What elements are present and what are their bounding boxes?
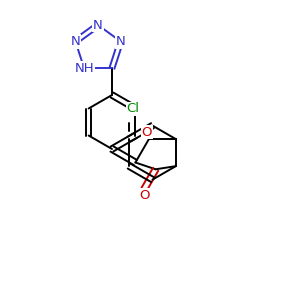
Text: N: N [70,35,80,48]
Text: N: N [93,19,103,32]
Text: O: O [139,189,149,202]
Text: O: O [142,126,152,139]
Text: Cl: Cl [127,102,140,115]
Text: NH: NH [74,61,94,74]
Text: N: N [116,35,125,48]
